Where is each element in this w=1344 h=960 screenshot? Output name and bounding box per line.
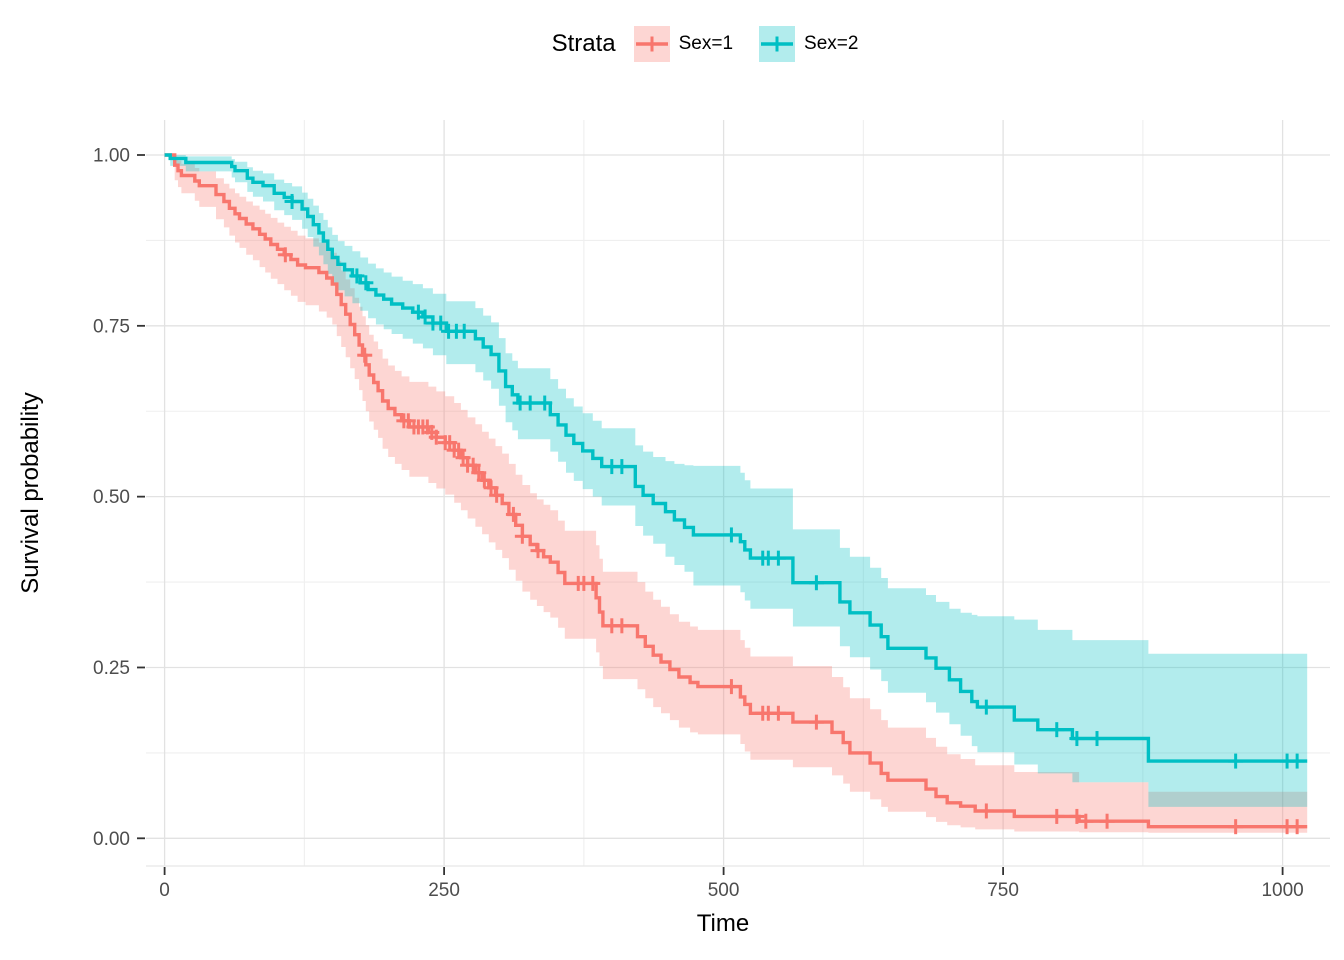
- x-tick-label: 500: [708, 880, 740, 901]
- legend-key-line-icon: [635, 36, 668, 52]
- legend-item-sex1: Sex=1: [633, 26, 734, 62]
- y-tick-label: 0.25: [93, 658, 130, 679]
- legend-label-sex2: Sex=2: [804, 33, 859, 54]
- y-tick-label: 0.75: [93, 316, 130, 337]
- x-tick-label: 1000: [1261, 880, 1303, 901]
- legend-key-sex2-icon: [759, 26, 796, 62]
- legend: Strata Sex=1 Sex=2: [46, 26, 1344, 62]
- x-tick-label: 250: [428, 880, 460, 901]
- confidence-band-sex1: [164, 155, 1308, 833]
- legend-key-sex1-icon: [633, 26, 670, 62]
- x-tick-label: 0: [159, 880, 170, 901]
- confidence-band-sex2: [164, 155, 1308, 807]
- legend-title: Strata: [551, 30, 616, 57]
- legend-label-sex1: Sex=1: [678, 33, 734, 54]
- y-tick-label: 0.00: [93, 829, 130, 850]
- x-axis-title: Time: [696, 910, 750, 937]
- survival-curve-sex2: [164, 153, 1308, 763]
- y-axis-title: Survival probability: [17, 392, 44, 594]
- y-tick-label: 1.00: [93, 146, 130, 167]
- legend-item-sex2: Sex=2: [759, 26, 858, 62]
- legend-key-line-icon: [761, 36, 794, 52]
- y-tick-label: 0.50: [93, 487, 130, 508]
- x-tick-label: 750: [987, 880, 1019, 901]
